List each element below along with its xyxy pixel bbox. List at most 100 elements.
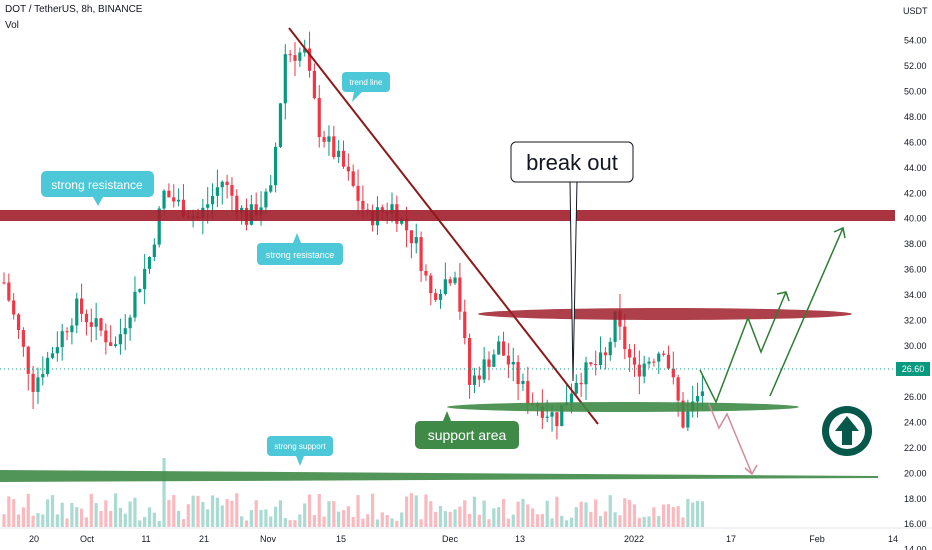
volume-bar: [172, 494, 176, 527]
volume-bar: [191, 495, 195, 527]
price-tick-8: 30.00: [904, 341, 927, 351]
candle-body: [293, 55, 297, 61]
candle-body: [41, 373, 45, 378]
volume-bar: [75, 507, 79, 527]
candle-body: [487, 359, 491, 367]
volume-bar: [249, 510, 253, 527]
volume-bar: [65, 518, 69, 527]
volume-bar: [283, 518, 287, 527]
volume-bar: [167, 499, 171, 527]
volume-bar: [603, 511, 607, 527]
callout-strong-resistance-mid-text: strong resistance: [266, 250, 335, 260]
candle-body: [569, 393, 574, 403]
price-tick-0: 14.00: [904, 545, 927, 550]
price-tick-10: 34.00: [904, 290, 927, 300]
time-tick-8: 2022: [624, 534, 644, 544]
volume-bar: [652, 507, 656, 527]
volume-bar: [84, 517, 89, 527]
volume-bar: [516, 501, 520, 527]
volume-bar: [264, 509, 268, 527]
volume-bar: [497, 507, 501, 527]
candle-body: [681, 400, 685, 428]
volume-bar: [196, 495, 200, 527]
candle-body: [269, 185, 273, 192]
trend-line: [288, 27, 599, 425]
volume-bar: [458, 506, 462, 527]
candle-body: [526, 380, 530, 404]
volume-bar: [647, 516, 651, 527]
price-tick-5: 24.00: [904, 417, 927, 427]
resistance-zone-ellipse: [478, 308, 852, 320]
candle-body: [84, 313, 89, 323]
break-out-pointer: [569, 180, 578, 382]
price-tick-2: 18.00: [904, 494, 927, 504]
volume-bar: [293, 520, 297, 527]
volume-bar: [681, 517, 685, 527]
volume-bar: [642, 516, 646, 527]
volume-bar: [138, 520, 142, 527]
candle-body: [492, 354, 496, 367]
volume-bar: [215, 497, 219, 527]
candle-body: [60, 331, 64, 348]
volume-bar: [618, 515, 622, 527]
callout-strong-support: strong support: [267, 436, 333, 466]
volume-bar: [356, 495, 360, 527]
volume-bar: [341, 510, 346, 527]
volume-bar: [278, 500, 283, 527]
volume-bar: [487, 519, 491, 527]
candle-body: [109, 342, 113, 346]
candle-body: [632, 357, 637, 365]
volume-bar: [400, 512, 404, 527]
candle-body: [94, 318, 98, 327]
volume-bar: [579, 501, 583, 527]
candle-body: [143, 268, 147, 290]
candle-body: [283, 54, 287, 104]
volume-bar: [385, 514, 389, 527]
price-tick-20: 54.00: [904, 36, 927, 46]
candle-body: [603, 352, 607, 356]
candle-body: [152, 244, 156, 258]
time-tick-0: 20: [29, 534, 39, 544]
arrow-up-circle-icon: [822, 406, 872, 456]
volume-bar: [220, 505, 224, 527]
candle-body: [317, 97, 321, 138]
volume-bar: [147, 507, 152, 527]
volume-bar: [686, 498, 690, 527]
candle-body: [686, 411, 690, 428]
callout-break-out: break out: [510, 141, 634, 183]
volume-bar: [225, 499, 229, 527]
callout-strong-resistance-left: strong resistance: [41, 171, 154, 206]
volume-bar: [414, 495, 418, 527]
candle-body: [157, 208, 161, 245]
time-tick-5: 15: [336, 534, 346, 544]
time-tick-7: 13: [515, 534, 525, 544]
candle-body: [443, 279, 447, 294]
volume-bar: [390, 518, 394, 527]
projection-red-path: [708, 403, 753, 475]
volume-bar: [94, 503, 98, 527]
support-area-ellipse: [447, 402, 799, 412]
candle-body: [351, 171, 355, 186]
volume-bar: [492, 508, 496, 527]
volume-bar: [259, 509, 263, 527]
volume-bar: [482, 500, 486, 527]
callout-trend-line: trend line: [342, 72, 390, 102]
volume-bar: [322, 516, 326, 527]
volume-bar: [21, 507, 25, 527]
volume-bar: [375, 519, 380, 527]
candle-body: [327, 136, 331, 142]
candle-body: [274, 146, 278, 186]
volume-bar: [46, 499, 50, 527]
candle-body: [657, 353, 661, 362]
price-tick-4: 22.00: [904, 443, 927, 453]
volume-bar: [555, 496, 559, 527]
candle-body: [322, 137, 326, 142]
projection-green-path: [699, 291, 787, 404]
price-tick-17: 48.00: [904, 112, 927, 122]
candle-body: [167, 190, 171, 198]
time-tick-6: Dec: [442, 534, 459, 544]
candle-body: [419, 237, 423, 271]
candle-body: [594, 364, 598, 366]
candle-body: [589, 362, 593, 365]
